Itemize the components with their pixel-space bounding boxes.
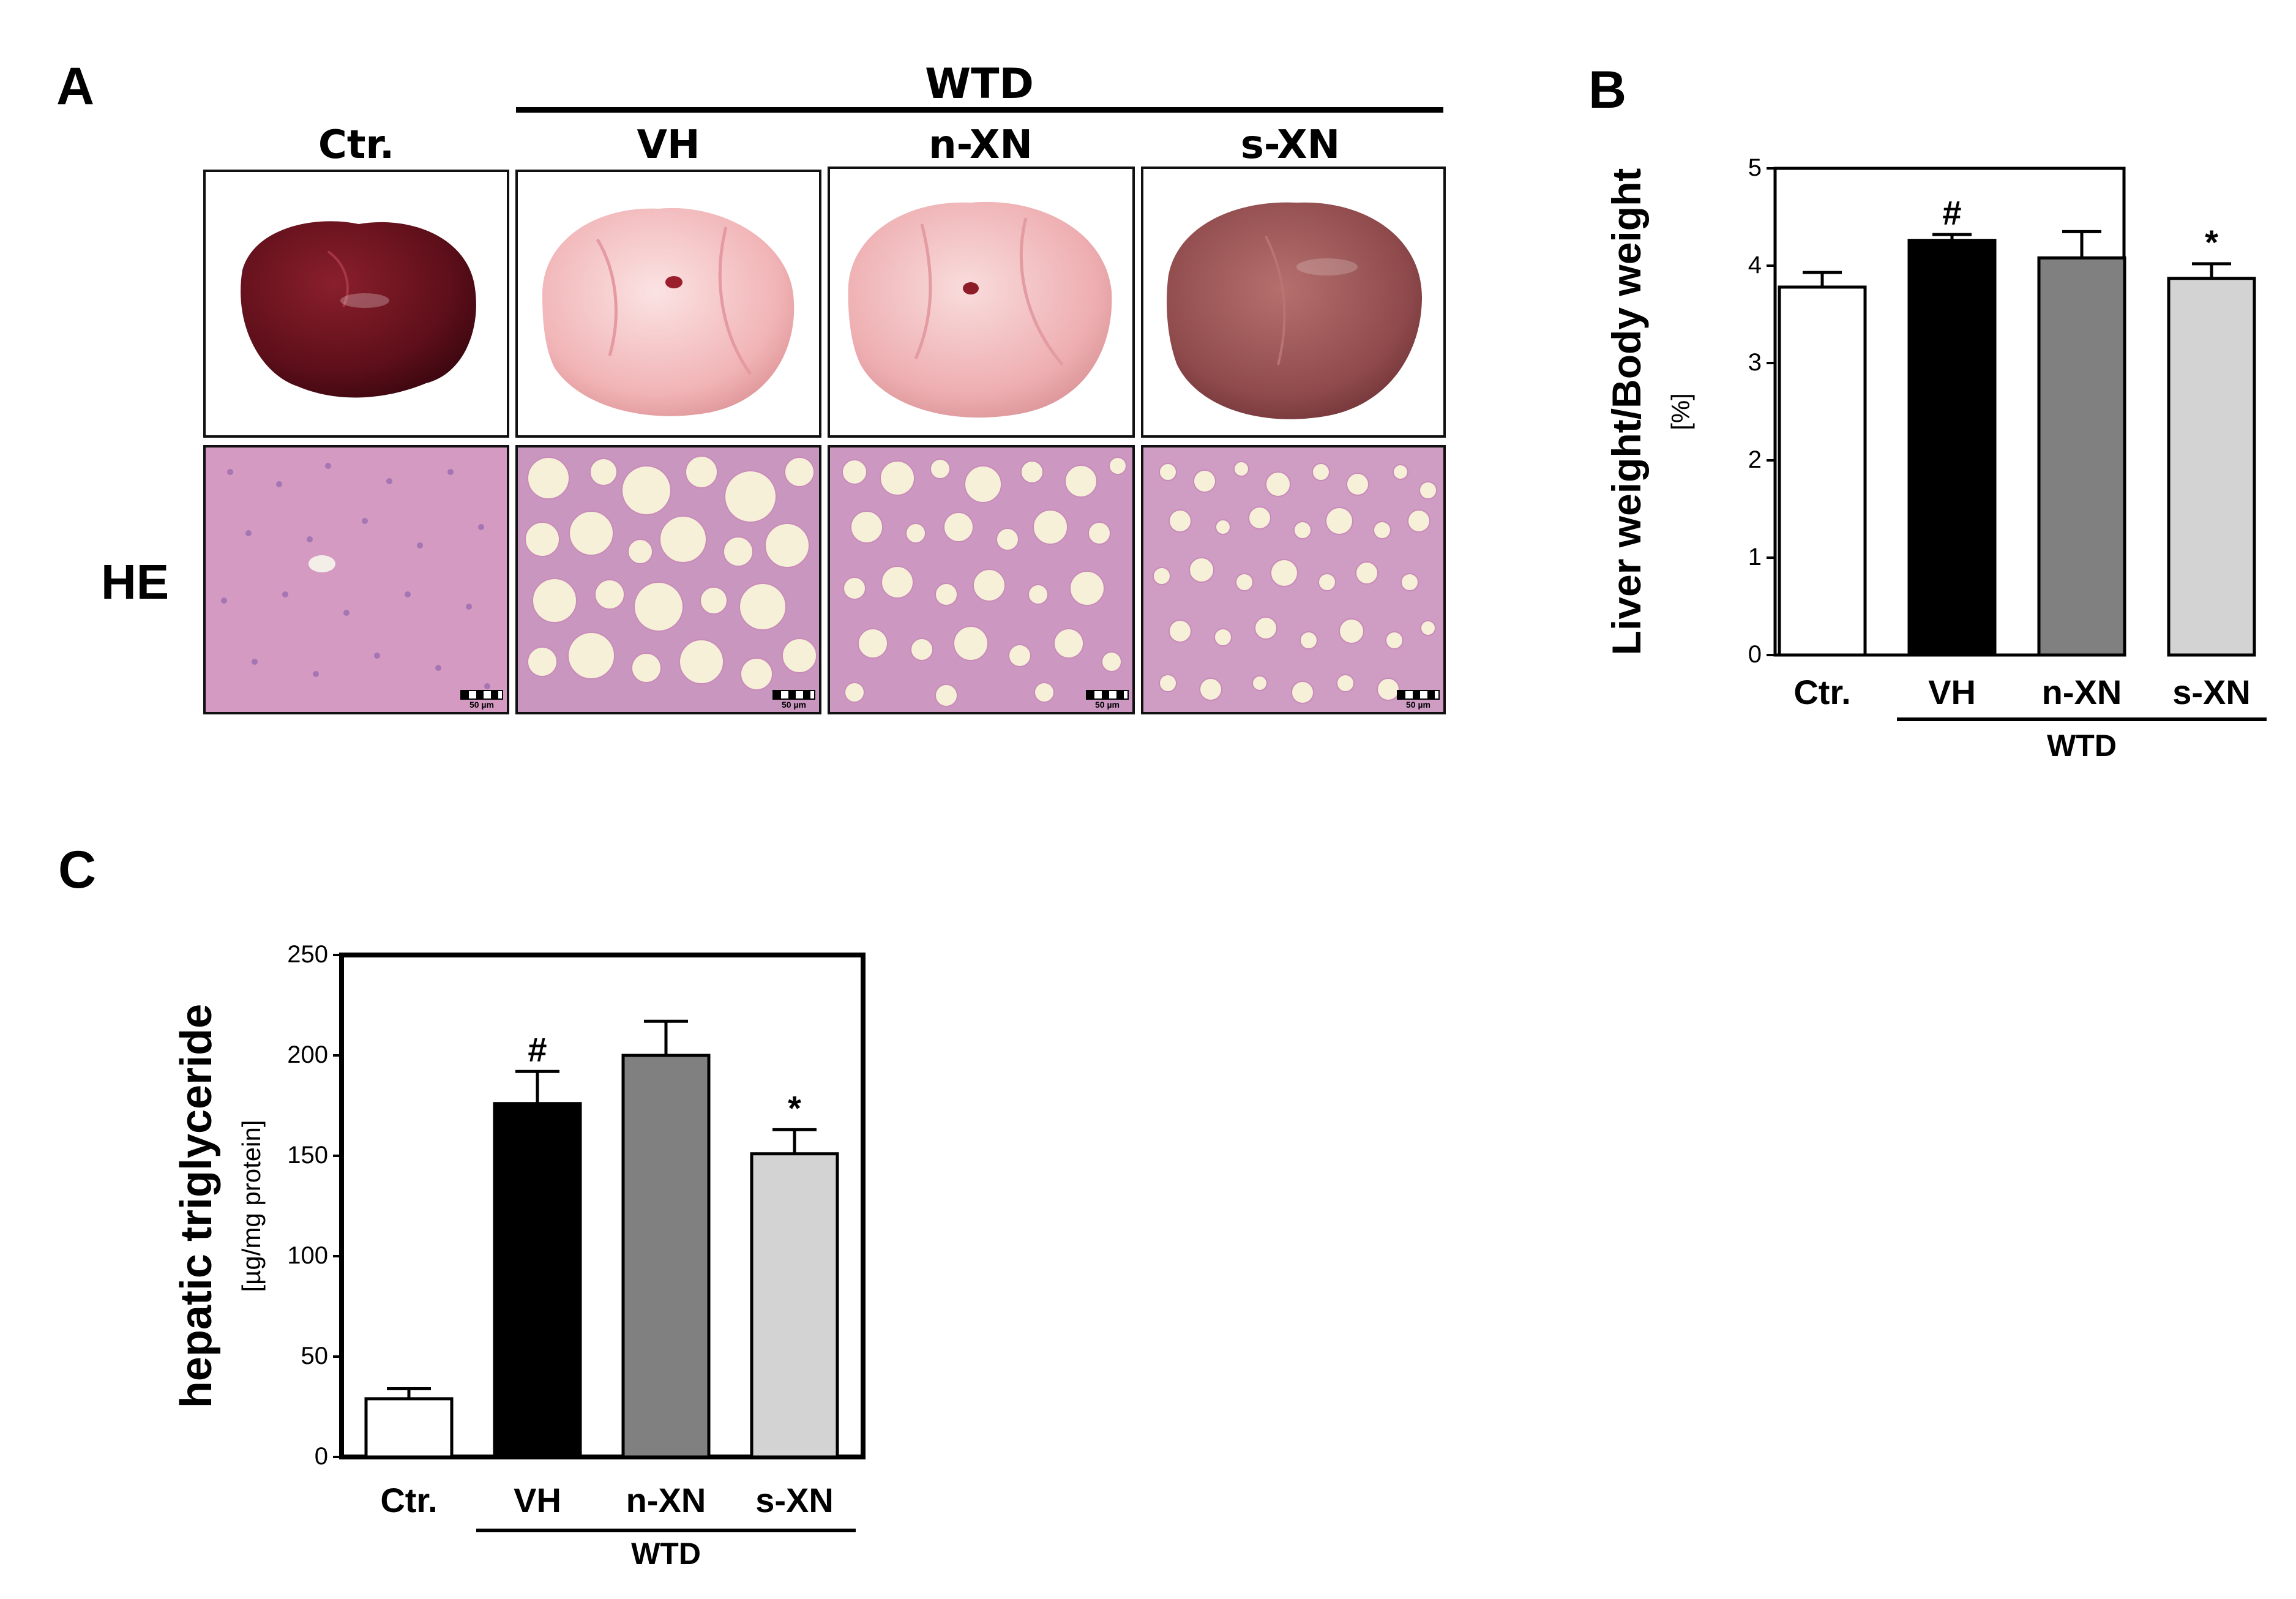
bar [2037,256,2126,657]
group-label-ctr: Ctr. [318,122,395,168]
panel-a-letter: A [56,57,95,116]
panel-b-letter: B [1588,61,1627,119]
liver-photo-ctr [203,170,509,438]
liver-photo-sxn [1141,167,1446,438]
liver-photo-vh [515,170,821,438]
y-axis-unit: [%] [1666,393,1695,430]
bar [364,1397,454,1459]
bar [750,1152,839,1459]
y-tick-label: 50 [301,1342,329,1369]
he-image-vh: 50 µm [515,445,821,714]
y-axis-label: hepatic triglyceride [172,1004,221,1408]
y-tick-label: 2 [1748,446,1762,473]
x-tick-label: n-XN [626,1481,706,1519]
wtd-label: WTD [2047,728,2117,763]
x-tick-label: Ctr. [380,1481,437,1519]
liver-photo-nxn [828,167,1135,438]
wtd-label-a: WTD [925,60,1034,108]
he-row-label: HE [101,555,170,609]
bar [1907,239,1997,657]
bar [621,1054,711,1459]
y-axis-label: Liver weight/Body weight [1604,168,1649,656]
group-label-vh: VH [637,122,700,168]
chart-c: 0 50 100 150 200 250 Ctr. # VH n-XN * s-XN WTD hepati… [172,941,866,1571]
y-tick-label: 0 [1748,641,1762,668]
significance-mark: * [2205,223,2218,261]
bar [493,1102,582,1459]
chart-b: 0 1 2 3 4 5 Ctr. # VH n-XN * s-XN WTD Liver weight/Bo… [1604,154,2267,763]
panel-c-letter: C [58,841,97,899]
group-label-sxn: s-XN [1240,122,1341,168]
y-axis-unit: [µg/mg protein] [237,1120,266,1292]
y-tick-label: 5 [1748,154,1762,181]
x-tick-label: VH [1928,673,1976,711]
he-image-nxn: 50 µm [828,445,1135,714]
significance-mark: # [1942,193,1961,232]
x-tick-label: VH [514,1481,561,1519]
he-image-sxn: 50 µm [1141,445,1446,714]
significance-mark: * [788,1088,801,1127]
significance-mark: # [528,1030,547,1069]
scale-bar: 50 µm [460,690,503,710]
scale-bar: 50 µm [1086,690,1129,710]
y-tick-label: 250 [287,941,328,968]
wtd-label: WTD [631,1537,701,1571]
y-tick-label: 100 [287,1242,328,1269]
plot-frame [339,953,866,1459]
x-tick-label: Ctr. [1793,673,1850,711]
x-tick-label: s-XN [2172,673,2251,711]
y-tick-label: 200 [287,1041,328,1068]
bar [2167,277,2256,657]
x-tick-label: n-XN [2042,673,2122,711]
he-image-ctr: 50 µm [203,445,509,714]
y-tick-label: 3 [1748,349,1762,376]
y-tick-label: 1 [1748,544,1762,571]
scale-bar: 50 µm [772,690,815,710]
x-tick-label: s-XN [755,1481,834,1519]
group-label-nxn: n-XN [929,122,1033,168]
y-tick-label: 4 [1748,252,1762,279]
wtd-bracket-a [516,107,1443,113]
y-tick-label: 0 [315,1443,328,1470]
bar [1778,285,1867,657]
y-tick-label: 150 [287,1142,328,1169]
scale-bar: 50 µm [1397,690,1440,710]
